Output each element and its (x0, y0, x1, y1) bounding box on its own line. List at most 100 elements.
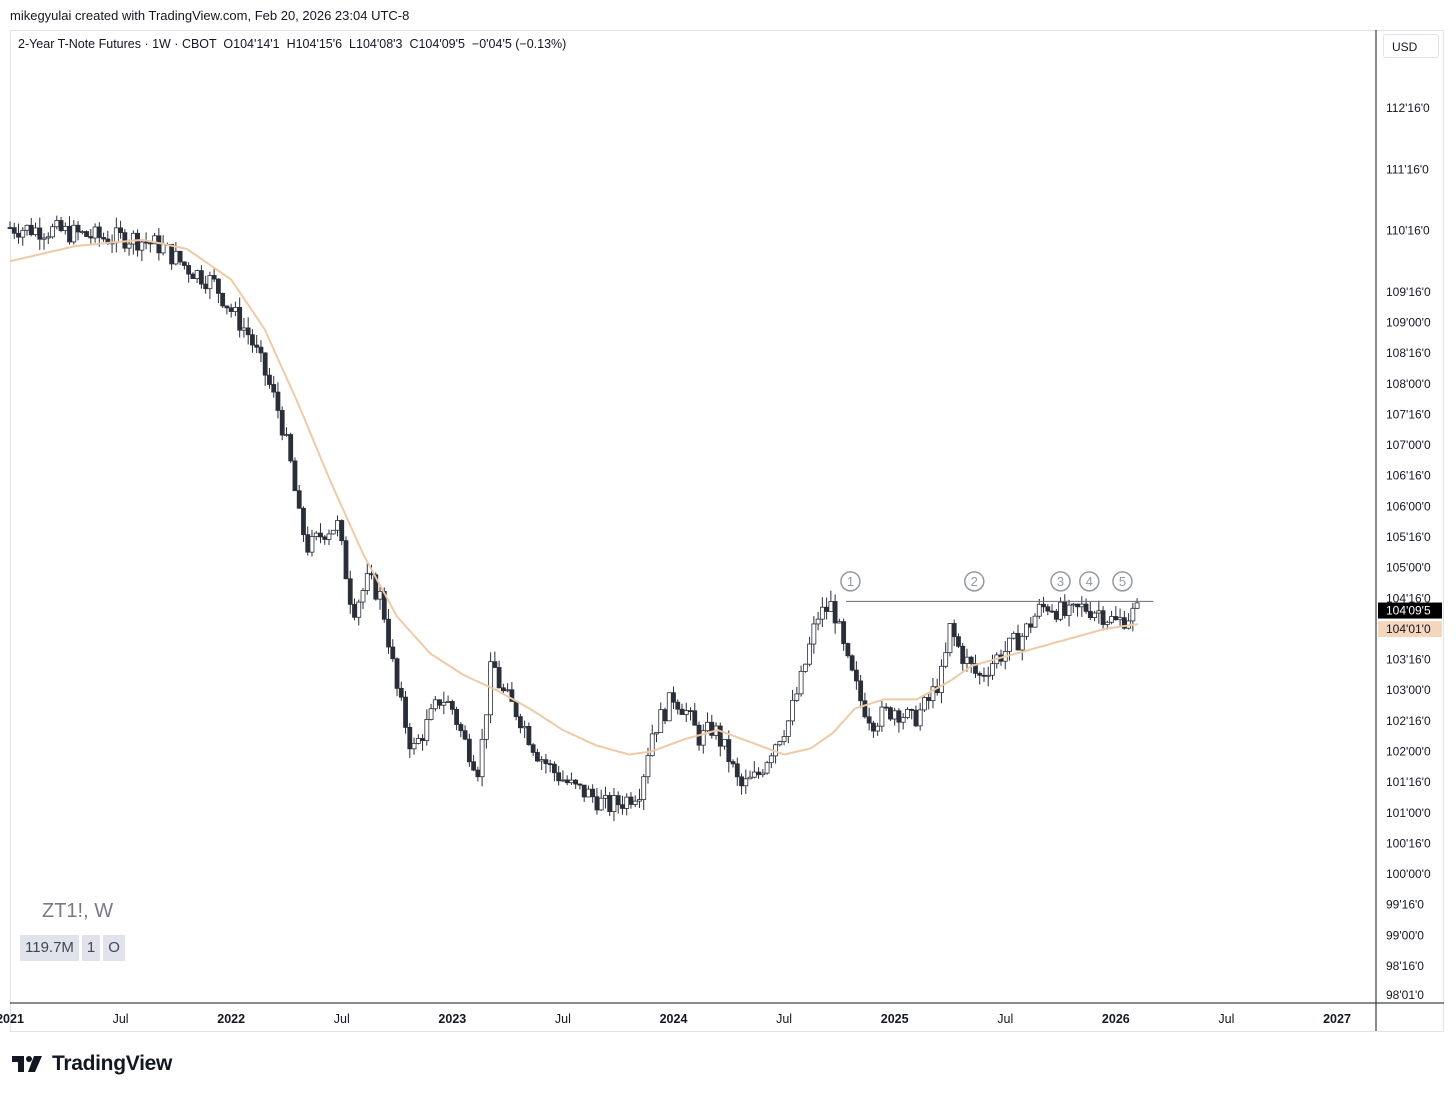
candle-body (262, 352, 268, 376)
y-tick-label: 98'16'0 (1386, 959, 1424, 973)
last-price-label: 104'09'5 (1386, 604, 1431, 618)
candle-body (458, 724, 464, 732)
candle-body (807, 643, 813, 665)
candle-body (751, 771, 757, 778)
volume-badge[interactable]: 119.7M (20, 935, 79, 961)
candle-body (709, 721, 715, 736)
x-tick-label: 2026 (1102, 1012, 1130, 1026)
y-tick-label: 100'16'0 (1386, 836, 1431, 850)
candle-body (760, 772, 766, 776)
candle-body (1053, 611, 1059, 620)
y-tick-label: 107'00'0 (1386, 438, 1431, 452)
candle-body (645, 755, 651, 778)
candle-body (594, 796, 600, 811)
candle-body (1117, 617, 1123, 621)
candle-body (373, 574, 379, 600)
candle-body (475, 769, 481, 778)
candle-body (900, 717, 906, 723)
candle-body (428, 708, 434, 720)
candle-body (1032, 615, 1038, 628)
tradingview-logo[interactable]: TradingView (12, 1052, 172, 1076)
currency-button[interactable]: USD (1383, 34, 1439, 58)
candle-body (943, 652, 949, 667)
candle-body (717, 725, 723, 747)
candle-body (24, 224, 30, 231)
candle-body (666, 692, 672, 722)
candle-body (386, 618, 391, 648)
candle-body (126, 243, 132, 249)
candle-body (445, 701, 451, 703)
y-tick-label: 99'16'0 (1386, 898, 1424, 912)
candle-body (947, 623, 953, 654)
candle-body (824, 606, 830, 612)
y-tick-label: 109'16'0 (1386, 285, 1431, 299)
price-chart[interactable]: 112'16'0 111'16'0 110'16'0 109'16'0 109'00'0… (0, 0, 1456, 1040)
candle-body (147, 242, 153, 245)
candle-body (1028, 623, 1034, 628)
candle-body (620, 804, 625, 809)
x-tick-label: Jul (334, 1012, 350, 1026)
y-tick-label: 105'00'0 (1386, 561, 1431, 575)
candle-body (250, 334, 255, 346)
candle-body (1045, 606, 1051, 612)
candle-body (296, 490, 302, 509)
candle-body (347, 578, 353, 605)
candle-body (730, 761, 736, 765)
candle-body (581, 784, 587, 798)
candle-body (471, 761, 476, 771)
chart-frame[interactable] (10, 30, 1444, 1032)
candle-body (1019, 635, 1025, 651)
candle-body (220, 292, 226, 307)
candle-body (160, 244, 166, 254)
candle-body (454, 708, 459, 725)
candle-body (1100, 610, 1106, 625)
candle-body (228, 307, 234, 312)
candle-body (194, 270, 200, 279)
candle-body (517, 716, 523, 729)
x-tick-label: Jul (776, 1012, 792, 1026)
candle-body (113, 227, 119, 244)
candle-body (926, 697, 932, 701)
candle-body (449, 701, 455, 710)
x-tick-label: Jul (113, 1012, 129, 1026)
y-tick-label: 100'00'0 (1386, 867, 1431, 881)
touch-marker-label: 2 (971, 574, 978, 589)
y-tick-label: 102'00'0 (1386, 745, 1431, 759)
type-badge[interactable]: O (103, 935, 125, 961)
candle-body (1109, 616, 1114, 623)
candle-body (654, 732, 659, 735)
candle-body (888, 707, 893, 720)
candle-body (892, 710, 898, 720)
candle-body (607, 795, 613, 812)
candle-body (530, 744, 536, 753)
count-badge[interactable]: 1 (81, 935, 101, 961)
candle-body (858, 680, 864, 702)
stats-row: 119.7M 1 O (20, 935, 125, 961)
candle-body (539, 759, 545, 762)
candle-body (905, 709, 910, 718)
candle-body (1011, 632, 1017, 639)
y-tick-label: 105'16'0 (1386, 530, 1431, 544)
last-price-box (1378, 602, 1442, 619)
x-tick-label: 2024 (660, 1012, 688, 1026)
candle-body (1083, 603, 1089, 612)
chart-legend: 2-Year T-Note Futures · 1W · CBOT O104'1… (18, 37, 566, 51)
candle-body (794, 693, 800, 701)
candle-body (556, 772, 562, 782)
candle-body (603, 795, 608, 799)
chart-caption: mikegyulai created with TradingView.com,… (10, 8, 410, 23)
candle-body (828, 601, 834, 612)
candle-body (756, 771, 761, 776)
candle-body (1049, 610, 1055, 613)
candle-body (1134, 602, 1140, 609)
candle-body (598, 797, 604, 811)
candle-body (1036, 603, 1042, 617)
candle-body (883, 706, 889, 709)
candle-body (75, 224, 81, 233)
candle-body (764, 762, 770, 774)
candle-body (522, 726, 528, 729)
candle-body (279, 410, 285, 436)
y-tick-label: 108'00'0 (1386, 377, 1431, 391)
candle-body (913, 709, 919, 727)
x-tick-label: Jul (555, 1012, 571, 1026)
